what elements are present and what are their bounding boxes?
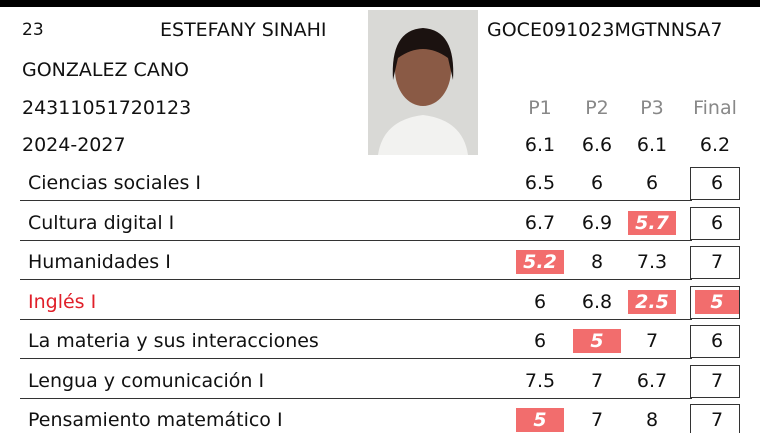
grade: 7 — [710, 369, 724, 392]
final-box — [690, 206, 740, 240]
average: 6.2 — [699, 134, 731, 156]
subject-name: La materia y sus interacciones — [28, 330, 319, 352]
grade: 5.2 — [516, 250, 564, 274]
grade: 6.8 — [581, 290, 613, 313]
column-header: Final — [693, 97, 737, 119]
subject-name: Inglés I — [28, 290, 97, 313]
final-box — [690, 404, 740, 433]
grade: 6 — [710, 211, 724, 234]
grade: 6.7 — [524, 211, 556, 234]
grade: 7.3 — [636, 251, 668, 273]
average: 6.1 — [636, 134, 668, 156]
grade: 6.5 — [524, 172, 556, 194]
subject-name: Pensamiento matemático I — [28, 409, 283, 431]
grade: 8 — [590, 251, 604, 273]
row-line — [20, 239, 692, 241]
grade: 5 — [516, 408, 564, 432]
grade: 7 — [710, 409, 724, 431]
average: 6.6 — [581, 134, 613, 156]
top-bar — [0, 0, 760, 7]
grade: 7 — [590, 369, 604, 392]
grade: 7 — [645, 330, 659, 352]
column-header: P3 — [640, 97, 664, 119]
grade: 6.7 — [636, 369, 668, 392]
grade: 8 — [645, 409, 659, 431]
grade: 5.7 — [628, 210, 676, 235]
subject-name: Cultura digital I — [28, 211, 175, 234]
grade: 6 — [645, 172, 659, 194]
period: 2024-2027 — [22, 134, 126, 156]
id: 24311051720123 — [22, 97, 192, 119]
final-box — [690, 364, 740, 398]
row-line — [20, 318, 692, 320]
number: 23 — [22, 20, 44, 40]
row-line — [20, 279, 692, 280]
grade: 6 — [710, 172, 724, 194]
grade: 2.5 — [628, 289, 676, 314]
row-line — [20, 397, 692, 399]
grade: 5 — [695, 289, 739, 314]
subject-name: Ciencias sociales I — [28, 172, 201, 194]
average: 6.1 — [524, 134, 556, 156]
grade: 7.5 — [524, 369, 556, 392]
grade: 6 — [590, 172, 604, 194]
grade: 7 — [710, 251, 724, 273]
grade: 6.9 — [581, 211, 613, 234]
grade: 7 — [590, 409, 604, 431]
grade: 6 — [533, 330, 547, 352]
row-line — [20, 200, 692, 201]
row-line — [20, 358, 692, 359]
final-box — [690, 325, 740, 358]
photo — [368, 10, 478, 155]
grade: 6 — [533, 290, 547, 313]
final-box — [690, 167, 740, 200]
final-box — [690, 285, 740, 319]
grade: 5 — [573, 329, 621, 353]
name: ESTEFANY SINAHI — [160, 19, 327, 41]
grade: 6 — [710, 330, 724, 352]
subject-name: Lengua y comunicación I — [28, 369, 265, 392]
column-header: P1 — [528, 97, 552, 119]
final-box — [690, 246, 740, 279]
subject-name: Humanidades I — [28, 251, 171, 273]
curp: GOCE091023MGTNNSA7 — [487, 19, 723, 41]
name: GONZALEZ CANO — [22, 59, 189, 81]
column-header: P2 — [585, 97, 609, 119]
